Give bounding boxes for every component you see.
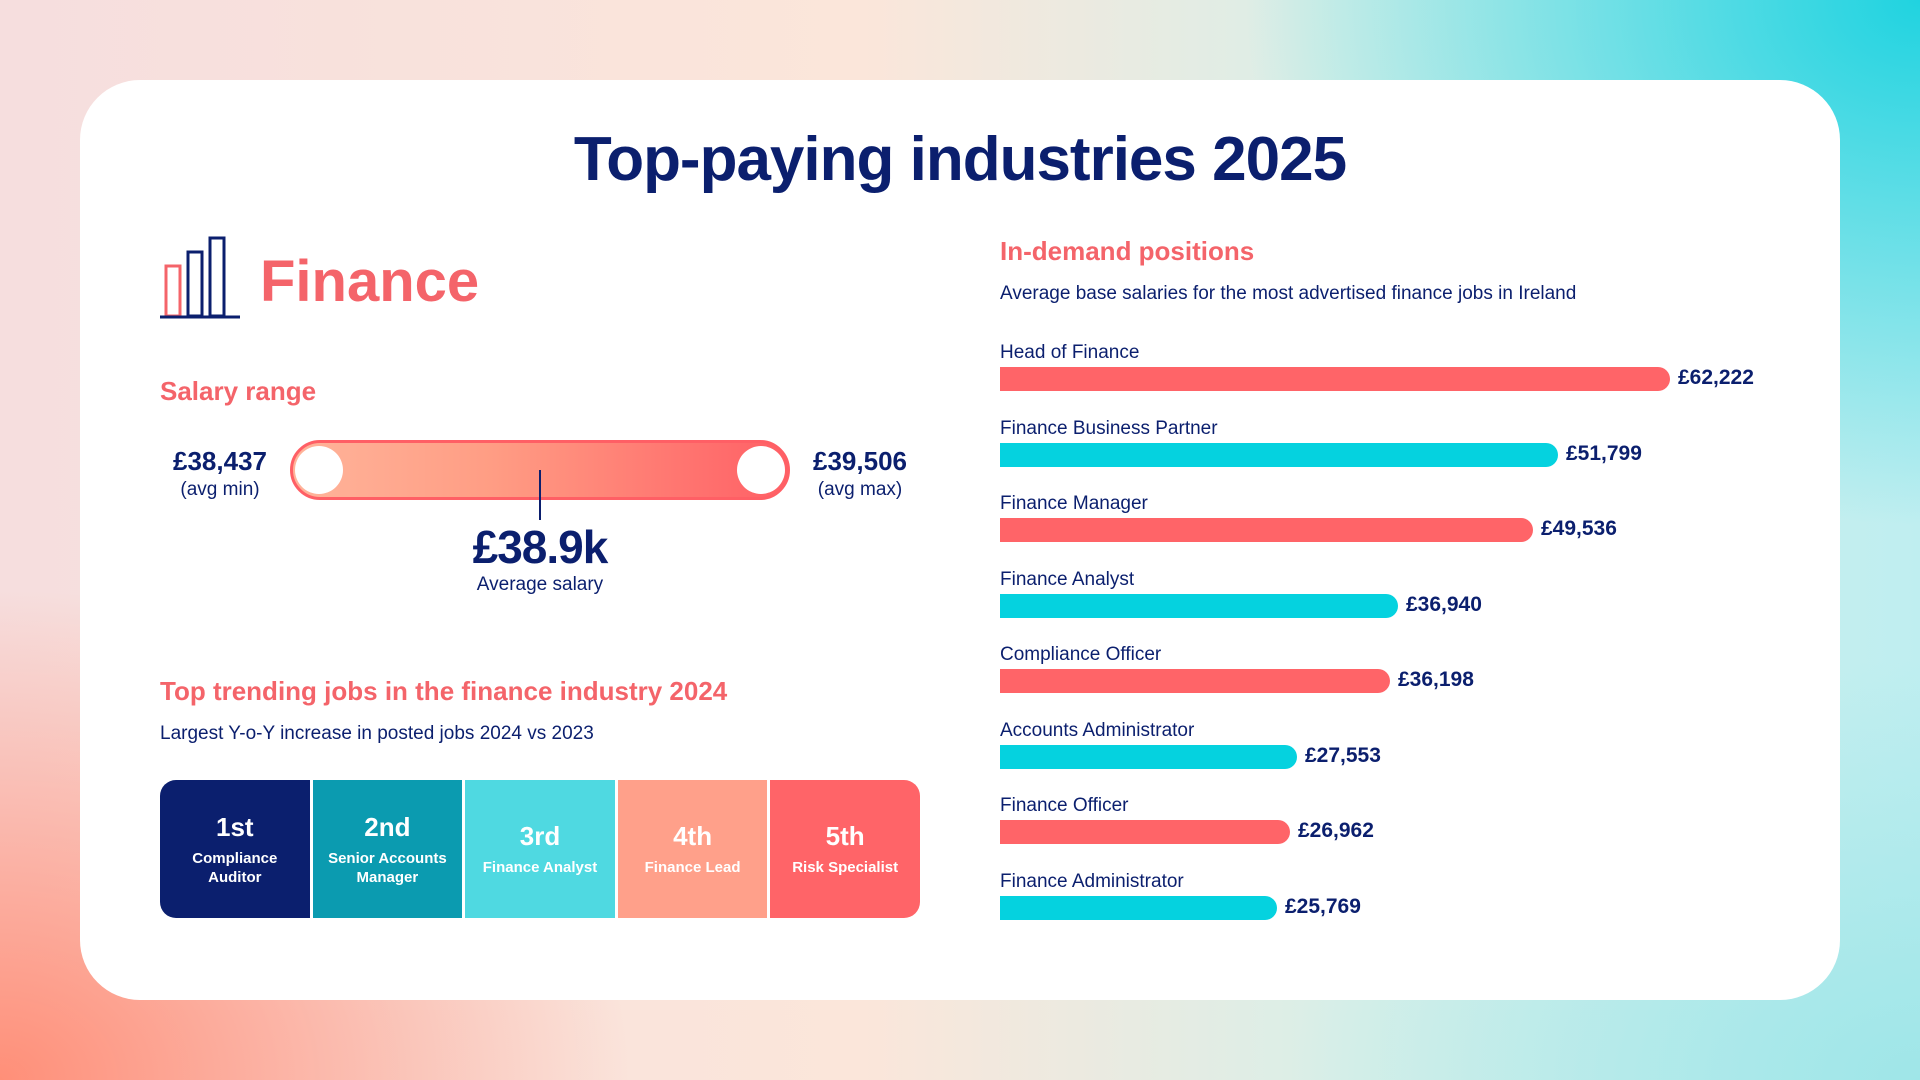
bar-category-label: Finance Officer	[1000, 795, 1129, 816]
rank-number: 3rd	[519, 821, 561, 851]
range-max-knob	[737, 446, 785, 494]
salary-bar	[1000, 895, 1277, 920]
salary-bar	[1000, 669, 1390, 693]
rank-4: 4th Finance Lead	[617, 780, 771, 918]
bar-value-label: £36,940	[1406, 592, 1482, 616]
salary-bar	[1000, 744, 1297, 769]
salary-bar	[1000, 442, 1558, 467]
average-salary: £38.9k Average salary	[440, 520, 640, 596]
salary-min-label: (avg min)	[180, 479, 260, 500]
bar-category-label: Head of Finance	[1000, 342, 1140, 363]
bar-value-label: £62,222	[1678, 366, 1754, 389]
rank-job: Risk Specialist	[792, 859, 899, 876]
rank-5: 5th Risk Specialist	[770, 780, 920, 918]
industry-title: Finance	[260, 249, 480, 314]
rank-2: 2nd Senior Accounts Manager	[312, 780, 466, 918]
salary-bar	[1000, 367, 1670, 391]
bar-category-label: Finance Business Partner	[1000, 417, 1218, 439]
average-marker	[539, 470, 541, 520]
rank-job: Compliance Auditor	[192, 849, 278, 886]
chart-subtitle: Average base salaries for the most adver…	[1000, 283, 1577, 304]
bar-category-label: Accounts Administrator	[1000, 719, 1195, 741]
rank-number: 5th	[825, 821, 865, 851]
range-min-knob	[295, 446, 343, 494]
salary-bar	[1000, 820, 1290, 844]
salary-bar	[1000, 593, 1398, 618]
bar-value-label: £25,769	[1285, 894, 1361, 918]
trending-ranks: 1st Compliance Auditor 2nd Senior Accoun…	[160, 780, 920, 918]
salary-max-label: (avg max)	[817, 479, 903, 500]
bar-category-label: Compliance Officer	[1000, 644, 1162, 665]
rank-job: Finance Lead	[644, 859, 741, 876]
salary-range-heading: Salary range	[160, 376, 317, 406]
trending-subtitle: Largest Y-o-Y increase in posted jobs 20…	[160, 723, 594, 744]
trending-heading: Top trending jobs in the finance industr…	[160, 676, 728, 706]
chart-title: In-demand positions	[1000, 236, 1255, 266]
bar-value-label: £26,962	[1298, 819, 1374, 842]
rank-number: 2nd	[364, 811, 411, 842]
bar-value-label: £49,536	[1541, 517, 1617, 540]
average-salary-value: £38.9k	[472, 521, 609, 573]
salary-min: £38,437 (avg min)	[155, 446, 285, 501]
rank-job: Senior Accounts Manager	[328, 849, 447, 886]
rank-job: Finance Analyst	[482, 859, 598, 876]
salary-max: £39,506 (avg max)	[795, 446, 925, 501]
bar-category-label: Finance Analyst	[1000, 568, 1135, 590]
bar-chart-icon	[160, 236, 240, 319]
bar-category-label: Finance Administrator	[1000, 870, 1184, 892]
bar-value-label: £51,799	[1566, 441, 1642, 465]
bar-value-label: £36,198	[1398, 668, 1474, 691]
rank-number: 4th	[673, 821, 713, 851]
salary-max-value: £39,506	[813, 446, 907, 476]
salary-min-value: £38,437	[173, 446, 267, 476]
average-salary-label: Average salary	[476, 574, 604, 595]
bar-category-label: Finance Manager	[1000, 493, 1148, 514]
rank-1: 1st Compliance Auditor	[160, 780, 313, 918]
rank-3: 3rd Finance Analyst	[465, 780, 618, 918]
rank-number: 1st	[216, 811, 254, 842]
bar-value-label: £27,553	[1305, 743, 1381, 767]
page-title: Top-paying industries 2025	[573, 125, 1347, 194]
salary-bar	[1000, 518, 1533, 542]
